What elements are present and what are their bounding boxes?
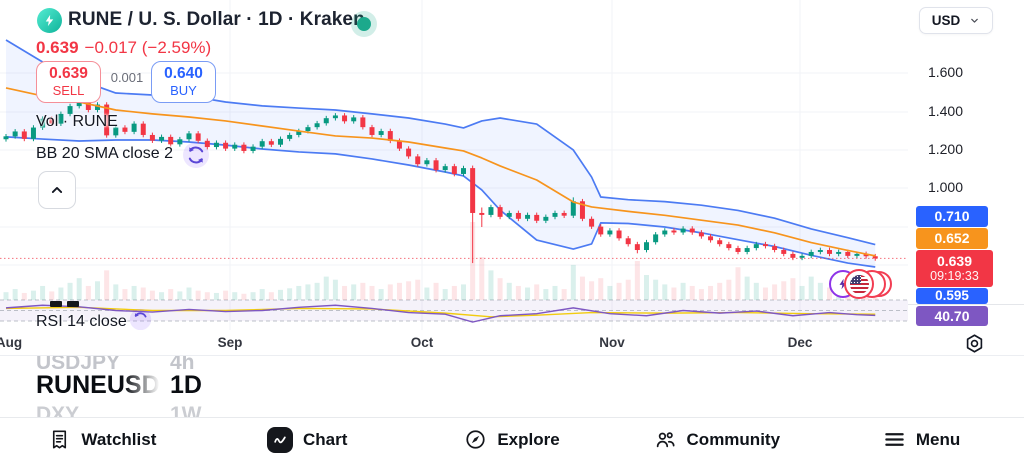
- chevron-down-icon: [971, 18, 979, 23]
- price-tick: 1.200: [927, 141, 963, 157]
- chart-settings-icon[interactable]: [963, 332, 986, 355]
- last-price-row: 0.639 −0.017 (−2.59%): [36, 38, 211, 58]
- market-open-dot[interactable]: [351, 11, 377, 37]
- bb-indicator-label[interactable]: BB 20 SMA close 2: [36, 145, 173, 162]
- chevron-up-icon: [51, 187, 63, 193]
- last-price-badge: 0.639 09:19:33: [916, 250, 993, 287]
- axis-month-label: Oct: [410, 335, 434, 350]
- time-axis[interactable]: Aug Sep Oct Nov Dec: [0, 330, 1024, 356]
- nav-explore[interactable]: Explore: [410, 418, 615, 461]
- price-tick: 1.600: [927, 64, 963, 80]
- nav-watchlist[interactable]: Watchlist: [0, 418, 205, 461]
- price-scale[interactable]: 1.600 1.400 1.200 1.000 0.710 0.652 0.63…: [908, 0, 1024, 330]
- price-chart[interactable]: [0, 0, 1024, 330]
- pane-handle-dash: [67, 301, 79, 307]
- nav-community[interactable]: Community: [614, 418, 819, 461]
- axis-month-label: Aug: [0, 335, 23, 350]
- axis-month-label: Sep: [217, 335, 243, 350]
- pane-divider[interactable]: [908, 304, 1024, 305]
- bb-lower-badge: 0.595: [916, 288, 988, 304]
- price-change: −0.017 (−2.59%): [84, 38, 212, 57]
- bb-sma-badge: 0.652: [916, 228, 988, 249]
- pane-handle-dash: [50, 301, 62, 307]
- watchlist-icon: [53, 430, 67, 449]
- us-flag-icon: [849, 274, 869, 294]
- symbol-title[interactable]: RUNE / U. S. Dollar · 1D · Kraken: [68, 9, 365, 30]
- chart-pane: 1.600 1.400 1.200 1.000 0.710 0.652 0.63…: [0, 0, 1024, 331]
- picker-item-usdjpy[interactable]: USDJPY 4h: [36, 351, 195, 374]
- bb-upper-badge: 0.710: [916, 206, 988, 227]
- rsi-loading-icon: [129, 308, 152, 331]
- lightning-icon: [839, 278, 847, 290]
- currency-selector[interactable]: USD: [919, 7, 993, 34]
- price-tick: 1.000: [927, 179, 963, 195]
- collapse-panel-button[interactable]: [38, 171, 76, 209]
- rsi-indicator-label[interactable]: RSI 14 close: [36, 313, 127, 330]
- axis-month-label: Dec: [787, 335, 813, 350]
- event-icon-us-flag[interactable]: [844, 269, 874, 299]
- nav-menu[interactable]: Menu: [819, 418, 1024, 461]
- picker-item-runeusd-active[interactable]: RUNEUSD 1D: [36, 371, 202, 400]
- countdown-timer: 09:19:33: [930, 269, 979, 284]
- bb-loading-icon: [182, 141, 210, 169]
- rune-logo: [37, 8, 62, 33]
- buy-button[interactable]: 0.640 BUY: [151, 61, 216, 103]
- bottom-navigation: Watchlist Chart Explore Community: [0, 417, 1024, 461]
- price-tick: 1.400: [927, 103, 963, 119]
- rsi-value-badge: 40.70: [916, 306, 988, 326]
- explore-compass-icon: [466, 430, 485, 449]
- spread-value: 0.001: [110, 70, 144, 85]
- community-users-icon: [656, 432, 675, 448]
- nav-chart-active[interactable]: Chart: [205, 418, 410, 461]
- lightning-icon: [45, 14, 54, 27]
- chart-toolbar: [0, 356, 1024, 416]
- last-price: 0.639: [36, 38, 79, 57]
- menu-hamburger-icon: [885, 433, 904, 446]
- sell-button[interactable]: 0.639 SELL: [36, 61, 101, 103]
- volume-indicator-label[interactable]: Vol · RUNE: [36, 113, 118, 130]
- chart-icon: [266, 426, 293, 453]
- axis-month-label: Nov: [599, 335, 625, 350]
